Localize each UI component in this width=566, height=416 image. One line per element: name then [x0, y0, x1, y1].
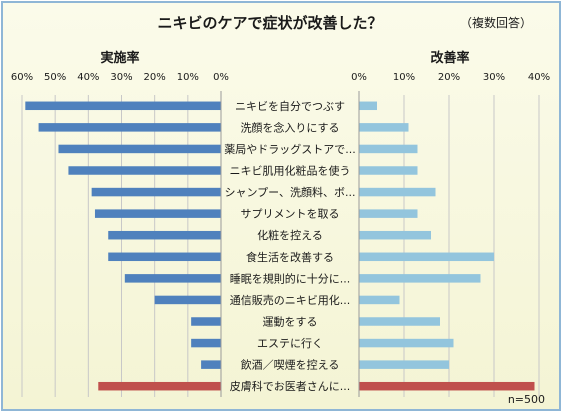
left-bar — [91, 187, 222, 197]
right-tick-label: 30% — [483, 72, 505, 83]
right-bar — [359, 187, 436, 197]
right-bar — [359, 381, 535, 391]
left-bar — [191, 338, 221, 348]
left-tick-label: 0% — [213, 72, 229, 83]
right-panel-label: 改善率 — [430, 50, 469, 66]
left-panel-label: 実施率 — [100, 50, 139, 66]
category-label: サプリメントを取る — [241, 208, 340, 221]
category-label: 食生活を改善する — [246, 250, 334, 264]
left-bar — [108, 252, 221, 262]
left-bar — [25, 101, 221, 111]
right-tick-label: 10% — [393, 72, 415, 83]
category-label: 皮膚科でお医者さんに... — [230, 379, 351, 393]
category-label: ニキビを自分でつぶす — [235, 100, 345, 113]
sample-size-note: n=500 — [508, 393, 545, 406]
right-bar — [359, 274, 481, 283]
right-bar — [359, 230, 431, 240]
chart-title: ニキビのケアで症状が改善した？ — [157, 14, 382, 32]
right-bar — [359, 101, 377, 111]
left-bar — [58, 144, 221, 154]
category-label: 飲酒／喫煙を控える — [241, 358, 340, 372]
left-tick-label: 40% — [77, 72, 99, 83]
left-tick-label: 10% — [177, 72, 199, 83]
left-bar — [191, 317, 221, 326]
category-label: 通信販売のニキビ用化... — [230, 293, 351, 307]
left-bar — [201, 360, 221, 369]
right-bar — [359, 338, 454, 348]
right-tick-label: 40% — [528, 72, 550, 83]
category-label: 化粧を控える — [257, 228, 323, 242]
left-bar — [94, 209, 221, 218]
right-bar — [359, 144, 418, 154]
left-bar — [124, 274, 221, 283]
left-tick-label: 50% — [44, 72, 66, 83]
category-label: 運動をする — [263, 315, 318, 329]
chart-frame — [1, 1, 561, 411]
right-tick-label: 0% — [351, 72, 367, 83]
left-bar — [68, 166, 221, 175]
left-tick-label: 60% — [11, 72, 33, 83]
left-bar — [38, 123, 222, 132]
right-bar — [359, 252, 494, 262]
category-label: 洗顔を念入りにする — [240, 120, 339, 134]
category-label: シャンプー、洗顔料、ボ... — [224, 185, 355, 199]
left-tick-label: 20% — [144, 72, 166, 83]
chart-subtitle: （複数回答） — [460, 15, 532, 30]
right-bar — [359, 360, 449, 369]
right-bar — [359, 295, 400, 305]
category-label: エステに行く — [257, 337, 323, 350]
right-bar — [359, 166, 418, 175]
left-bar — [108, 230, 221, 240]
category-label: ニキビ肌用化粧品を使う — [230, 164, 351, 178]
right-bar — [359, 209, 418, 218]
category-label: 薬局やドラッグストアで... — [224, 142, 356, 156]
left-tick-label: 30% — [110, 72, 132, 83]
left-bar — [154, 295, 221, 305]
right-bar — [359, 317, 440, 326]
left-bar — [98, 381, 221, 391]
right-tick-label: 20% — [438, 72, 460, 83]
category-label: 睡眠を規則的に十分に... — [230, 271, 351, 285]
right-bar — [359, 123, 409, 132]
